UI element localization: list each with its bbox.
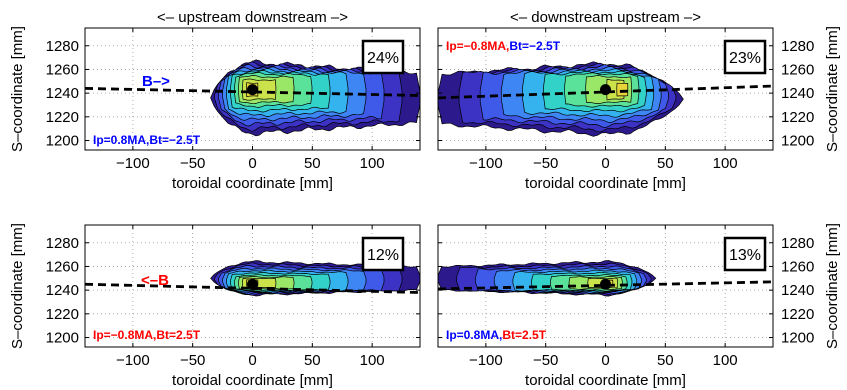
x-tick-label: 100 <box>713 352 738 369</box>
x-tick-label: 50 <box>657 352 674 369</box>
plasma-params-label: Ip=−0.8MA,Bt=−2.5T <box>446 39 561 53</box>
x-tick-label: −100 <box>116 352 150 369</box>
y-tick-label: 1280 <box>781 38 814 55</box>
dashed-line <box>85 87 420 97</box>
y-tick-label: 1280 <box>46 235 79 252</box>
y-axis-label: S–coordinate [mm] <box>9 223 26 349</box>
x-tick-label: 0 <box>601 352 609 369</box>
dashed-line <box>438 280 773 291</box>
x-axis-label: toroidal coordinate [mm] <box>172 372 333 389</box>
plasma-params-part: Ip=−0.8MA, <box>446 39 509 53</box>
fraction-box <box>723 39 767 75</box>
x-tick-label: −100 <box>116 155 150 172</box>
x-tick-label: 100 <box>360 155 385 172</box>
field-direction-label: <–B <box>141 272 169 289</box>
y-tick-label: 1220 <box>46 306 79 323</box>
plot-content <box>438 225 773 347</box>
plasma-params-part: Bt=−2.5T <box>149 133 200 147</box>
x-tick-label: 50 <box>304 155 321 172</box>
fraction-label: 12% <box>367 247 399 264</box>
y-tick-label: 1260 <box>781 258 814 275</box>
fraction-label: 24% <box>367 50 399 67</box>
plasma-params-part: Ip=0.8MA, <box>446 328 502 342</box>
dashed-line <box>438 84 773 100</box>
fraction-box <box>361 39 405 75</box>
plot-content <box>85 225 420 347</box>
x-tick-label: 0 <box>601 155 609 172</box>
y-tick-label: 1240 <box>46 85 79 102</box>
x-tick-label: 100 <box>713 155 738 172</box>
y-tick-label: 1280 <box>781 235 814 252</box>
plot-content <box>85 28 420 150</box>
y-tick-label: 1200 <box>46 330 79 347</box>
x-tick-label: 50 <box>657 155 674 172</box>
y-axis-label: S–coordinate [mm] <box>824 223 841 349</box>
y-tick-label: 1260 <box>781 61 814 78</box>
x-tick-label: −50 <box>180 352 205 369</box>
y-tick-label: 1220 <box>781 306 814 323</box>
y-tick-label: 1240 <box>781 282 814 299</box>
contour-level <box>616 82 629 97</box>
plasma-params-part: Ip=−0.8MA, <box>93 328 156 342</box>
plasma-params-part: Bt=2.5T <box>502 328 546 342</box>
panel-top-left: −100 −50 0 50 100 1200 1220 1240 1260 1280 toroida… <box>9 9 421 192</box>
plot-content <box>438 28 773 150</box>
field-direction-label: B–> <box>142 73 170 90</box>
x-axis-label: toroidal coordinate [mm] <box>525 372 686 389</box>
plasma-params-label: Ip=0.8MA,Bt=−2.5T <box>93 133 201 147</box>
panel-title: <– downstream upstream –> <box>510 9 701 26</box>
plasma-params-label: Ip=0.8MA,Bt=2.5T <box>446 328 547 342</box>
y-tick-label: 1220 <box>781 109 814 126</box>
y-tick-label: 1260 <box>46 258 79 275</box>
peak-marker <box>247 278 258 290</box>
plasma-params-part: Bt=−2.5T <box>509 39 560 53</box>
y-tick-label: 1200 <box>781 133 814 150</box>
x-tick-label: −50 <box>180 155 205 172</box>
x-tick-label: 0 <box>248 155 256 172</box>
y-tick-label: 1240 <box>46 282 79 299</box>
plasma-params-label: Ip=−0.8MA,Bt=2.5T <box>93 328 201 342</box>
dashed-line <box>85 282 420 294</box>
x-tick-label: −50 <box>533 352 558 369</box>
y-tick-label: 1260 <box>46 61 79 78</box>
y-tick-label: 1240 <box>781 85 814 102</box>
fraction-box <box>723 236 767 272</box>
x-tick-label: −100 <box>469 155 503 172</box>
x-axis-label: toroidal coordinate [mm] <box>172 175 333 192</box>
panel-title: <– upstream downstream –> <box>157 9 348 26</box>
x-tick-label: −100 <box>469 352 503 369</box>
fraction-box <box>361 236 405 272</box>
y-axis-label: S–coordinate [mm] <box>824 26 841 152</box>
panel-bottom-left: −100 −50 0 50 100 1200 1220 1240 1260 1280 toroida… <box>9 223 421 389</box>
plasma-params-part: Ip=0.8MA, <box>93 133 149 147</box>
panel-bottom-right: −100 −50 0 50 100 1200 1220 1240 1260 1280 toroida… <box>437 223 841 389</box>
fraction-label: 23% <box>729 50 761 67</box>
x-axis-label: toroidal coordinate [mm] <box>525 175 686 192</box>
x-tick-label: −50 <box>533 155 558 172</box>
plasma-params-part: Bt=2.5T <box>156 328 200 342</box>
x-tick-label: 100 <box>360 352 385 369</box>
peak-marker <box>600 278 611 290</box>
fraction-label: 13% <box>729 247 761 264</box>
y-tick-label: 1200 <box>781 330 814 347</box>
y-tick-label: 1280 <box>46 38 79 55</box>
y-tick-label: 1200 <box>46 133 79 150</box>
y-axis-label: S–coordinate [mm] <box>9 26 26 152</box>
y-tick-label: 1220 <box>46 109 79 126</box>
x-tick-label: 0 <box>248 352 256 369</box>
x-tick-label: 50 <box>304 352 321 369</box>
panel-top-right: −100 −50 0 50 100 1200 1220 1240 1260 1280 toroida… <box>437 9 841 192</box>
